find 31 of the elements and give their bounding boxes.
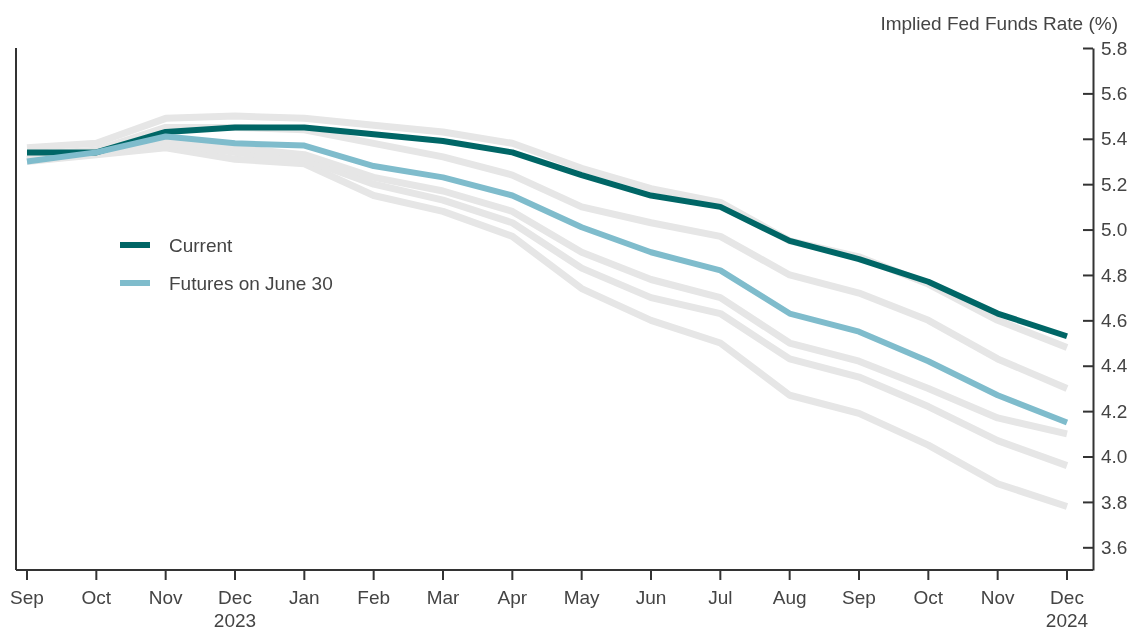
y-tick-label: 5.6 (1101, 82, 1128, 104)
y-tick-label: 5.4 (1101, 128, 1128, 150)
y-tick-label: 4.4 (1101, 355, 1128, 377)
legend-label: Futures on June 30 (169, 273, 333, 294)
x-tick-label: Apr (497, 587, 528, 608)
x-tick-label: Nov (980, 587, 1016, 608)
y-tick-label: 3.6 (1101, 536, 1128, 558)
x-tick-label: Mar (426, 587, 461, 608)
x-tick-label: Oct (913, 587, 944, 608)
y-tick-label: 5.8 (1101, 37, 1128, 59)
y-tick-label: 5.2 (1101, 173, 1128, 195)
x-tick-label: Jul (708, 587, 733, 608)
x-tick-label: Dec 2024 (1045, 587, 1089, 629)
x-tick-label: Sep (10, 587, 44, 608)
y-tick-label: 4.2 (1101, 400, 1128, 422)
x-tick-label: Oct (81, 587, 112, 608)
x-tick-label: Jan (289, 587, 320, 608)
legend-label: Current (169, 235, 234, 256)
y-tick-label: 3.8 (1101, 491, 1128, 513)
y-tick-label: 5.0 (1101, 219, 1128, 241)
x-tick-label: Feb (357, 587, 391, 608)
x-tick-label: May (563, 587, 601, 608)
x-tick-label: Jun (635, 587, 667, 608)
y-tick-label: 4.8 (1101, 264, 1128, 286)
x-tick-label: Dec 2023 (213, 587, 257, 629)
y-tick-label: 4.6 (1101, 309, 1128, 331)
x-tick-label: Aug (772, 587, 807, 608)
x-tick-label: Nov (148, 587, 184, 608)
x-tick-label: Sep (842, 587, 876, 608)
y-axis-title: Implied Fed Funds Rate (%) (880, 13, 1118, 34)
y-tick-label: 4.0 (1101, 446, 1128, 468)
